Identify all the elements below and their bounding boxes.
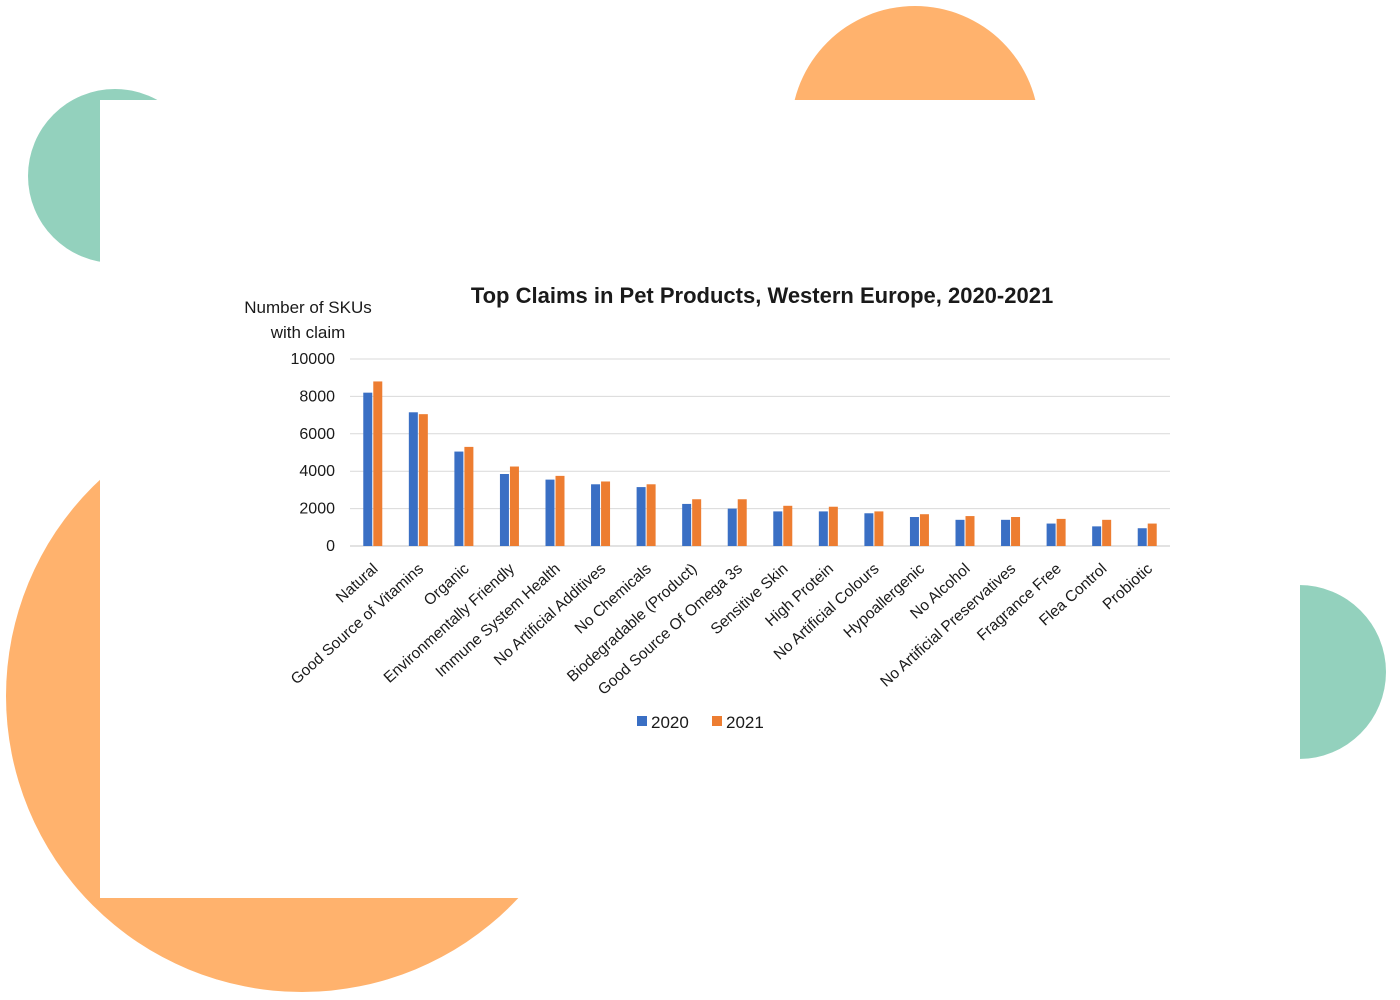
bar-2021-no-alcohol bbox=[965, 516, 975, 546]
bar-2020-no-artificial-colours bbox=[864, 513, 874, 546]
bar-2020-probiotic bbox=[1137, 528, 1147, 546]
bar-2020-flea-control bbox=[1092, 526, 1102, 546]
y-tick-label: 4000 bbox=[299, 463, 335, 480]
y-tick-label: 2000 bbox=[299, 501, 335, 518]
chart-card: Top Claims in Pet Products, Western Euro… bbox=[100, 100, 1300, 898]
bar-2020-biodegradable-product bbox=[682, 503, 692, 546]
y-axis-label-line2: with claim bbox=[270, 323, 346, 342]
bar-2021-high-protein bbox=[828, 506, 838, 546]
bar-2020-no-artificial-preservatives bbox=[1001, 519, 1011, 546]
bar-2021-no-artificial-additives bbox=[601, 481, 611, 546]
bar-2021-no-artificial-colours bbox=[874, 511, 884, 546]
bars bbox=[363, 381, 1157, 546]
y-axis-ticks: 0 2000 4000 6000 8000 10000 bbox=[291, 351, 336, 555]
bar-2021-good-source-of-omega-3s bbox=[737, 499, 747, 546]
legend-label-2020: 2020 bbox=[651, 713, 689, 732]
bar-2020-high-protein bbox=[818, 511, 828, 546]
y-tick-label: 6000 bbox=[299, 426, 335, 443]
bar-2020-good-source-of-omega-3s bbox=[727, 508, 737, 546]
bar-2020-no-artificial-additives bbox=[591, 484, 601, 546]
bar-2021-flea-control bbox=[1102, 519, 1112, 546]
bar-2020-hypoallergenic bbox=[909, 517, 919, 546]
legend: 2020 2021 bbox=[637, 713, 764, 732]
legend-label-2021: 2021 bbox=[726, 713, 764, 732]
bar-2020-sensitive-skin bbox=[773, 511, 783, 546]
bar-2021-no-artificial-preservatives bbox=[1011, 517, 1021, 546]
bar-2020-good-source-of-vitamins bbox=[408, 412, 418, 546]
bar-2020-fragrance-free bbox=[1046, 523, 1056, 546]
bar-2021-environmentally-friendly bbox=[509, 466, 519, 546]
x-tick-label: Hypoallergenic bbox=[841, 560, 929, 641]
bar-2021-good-source-of-vitamins bbox=[418, 414, 428, 546]
y-tick-label: 0 bbox=[326, 538, 335, 555]
bar-2021-fragrance-free bbox=[1056, 518, 1066, 546]
bar-2021-no-chemicals bbox=[646, 484, 656, 546]
chart-title: Top Claims in Pet Products, Western Euro… bbox=[471, 283, 1053, 308]
legend-swatch-2021 bbox=[712, 716, 722, 726]
bar-2021-probiotic bbox=[1147, 523, 1157, 546]
bar-2020-no-alcohol bbox=[955, 519, 965, 546]
bar-2021-biodegradable-product bbox=[692, 499, 702, 546]
x-tick-label: Probiotic bbox=[1100, 560, 1156, 613]
bar-2021-organic bbox=[464, 446, 474, 546]
gridlines bbox=[350, 358, 1170, 547]
bar-2020-immune-system-health bbox=[545, 479, 555, 546]
y-tick-label: 10000 bbox=[291, 351, 336, 368]
bar-chart: Top Claims in Pet Products, Western Euro… bbox=[244, 283, 1170, 732]
bar-2020-natural bbox=[363, 392, 373, 546]
bar-2020-environmentally-friendly bbox=[499, 474, 509, 546]
bar-2021-sensitive-skin bbox=[783, 505, 793, 546]
legend-swatch-2020 bbox=[637, 716, 647, 726]
bar-2020-no-chemicals bbox=[636, 487, 646, 546]
bar-2020-organic bbox=[454, 451, 464, 546]
y-axis-label-line1: Number of SKUs bbox=[244, 298, 372, 317]
y-tick-label: 8000 bbox=[299, 388, 335, 405]
bar-2021-immune-system-health bbox=[555, 475, 565, 546]
bar-2021-hypoallergenic bbox=[919, 514, 929, 546]
bar-2021-natural bbox=[373, 381, 383, 546]
